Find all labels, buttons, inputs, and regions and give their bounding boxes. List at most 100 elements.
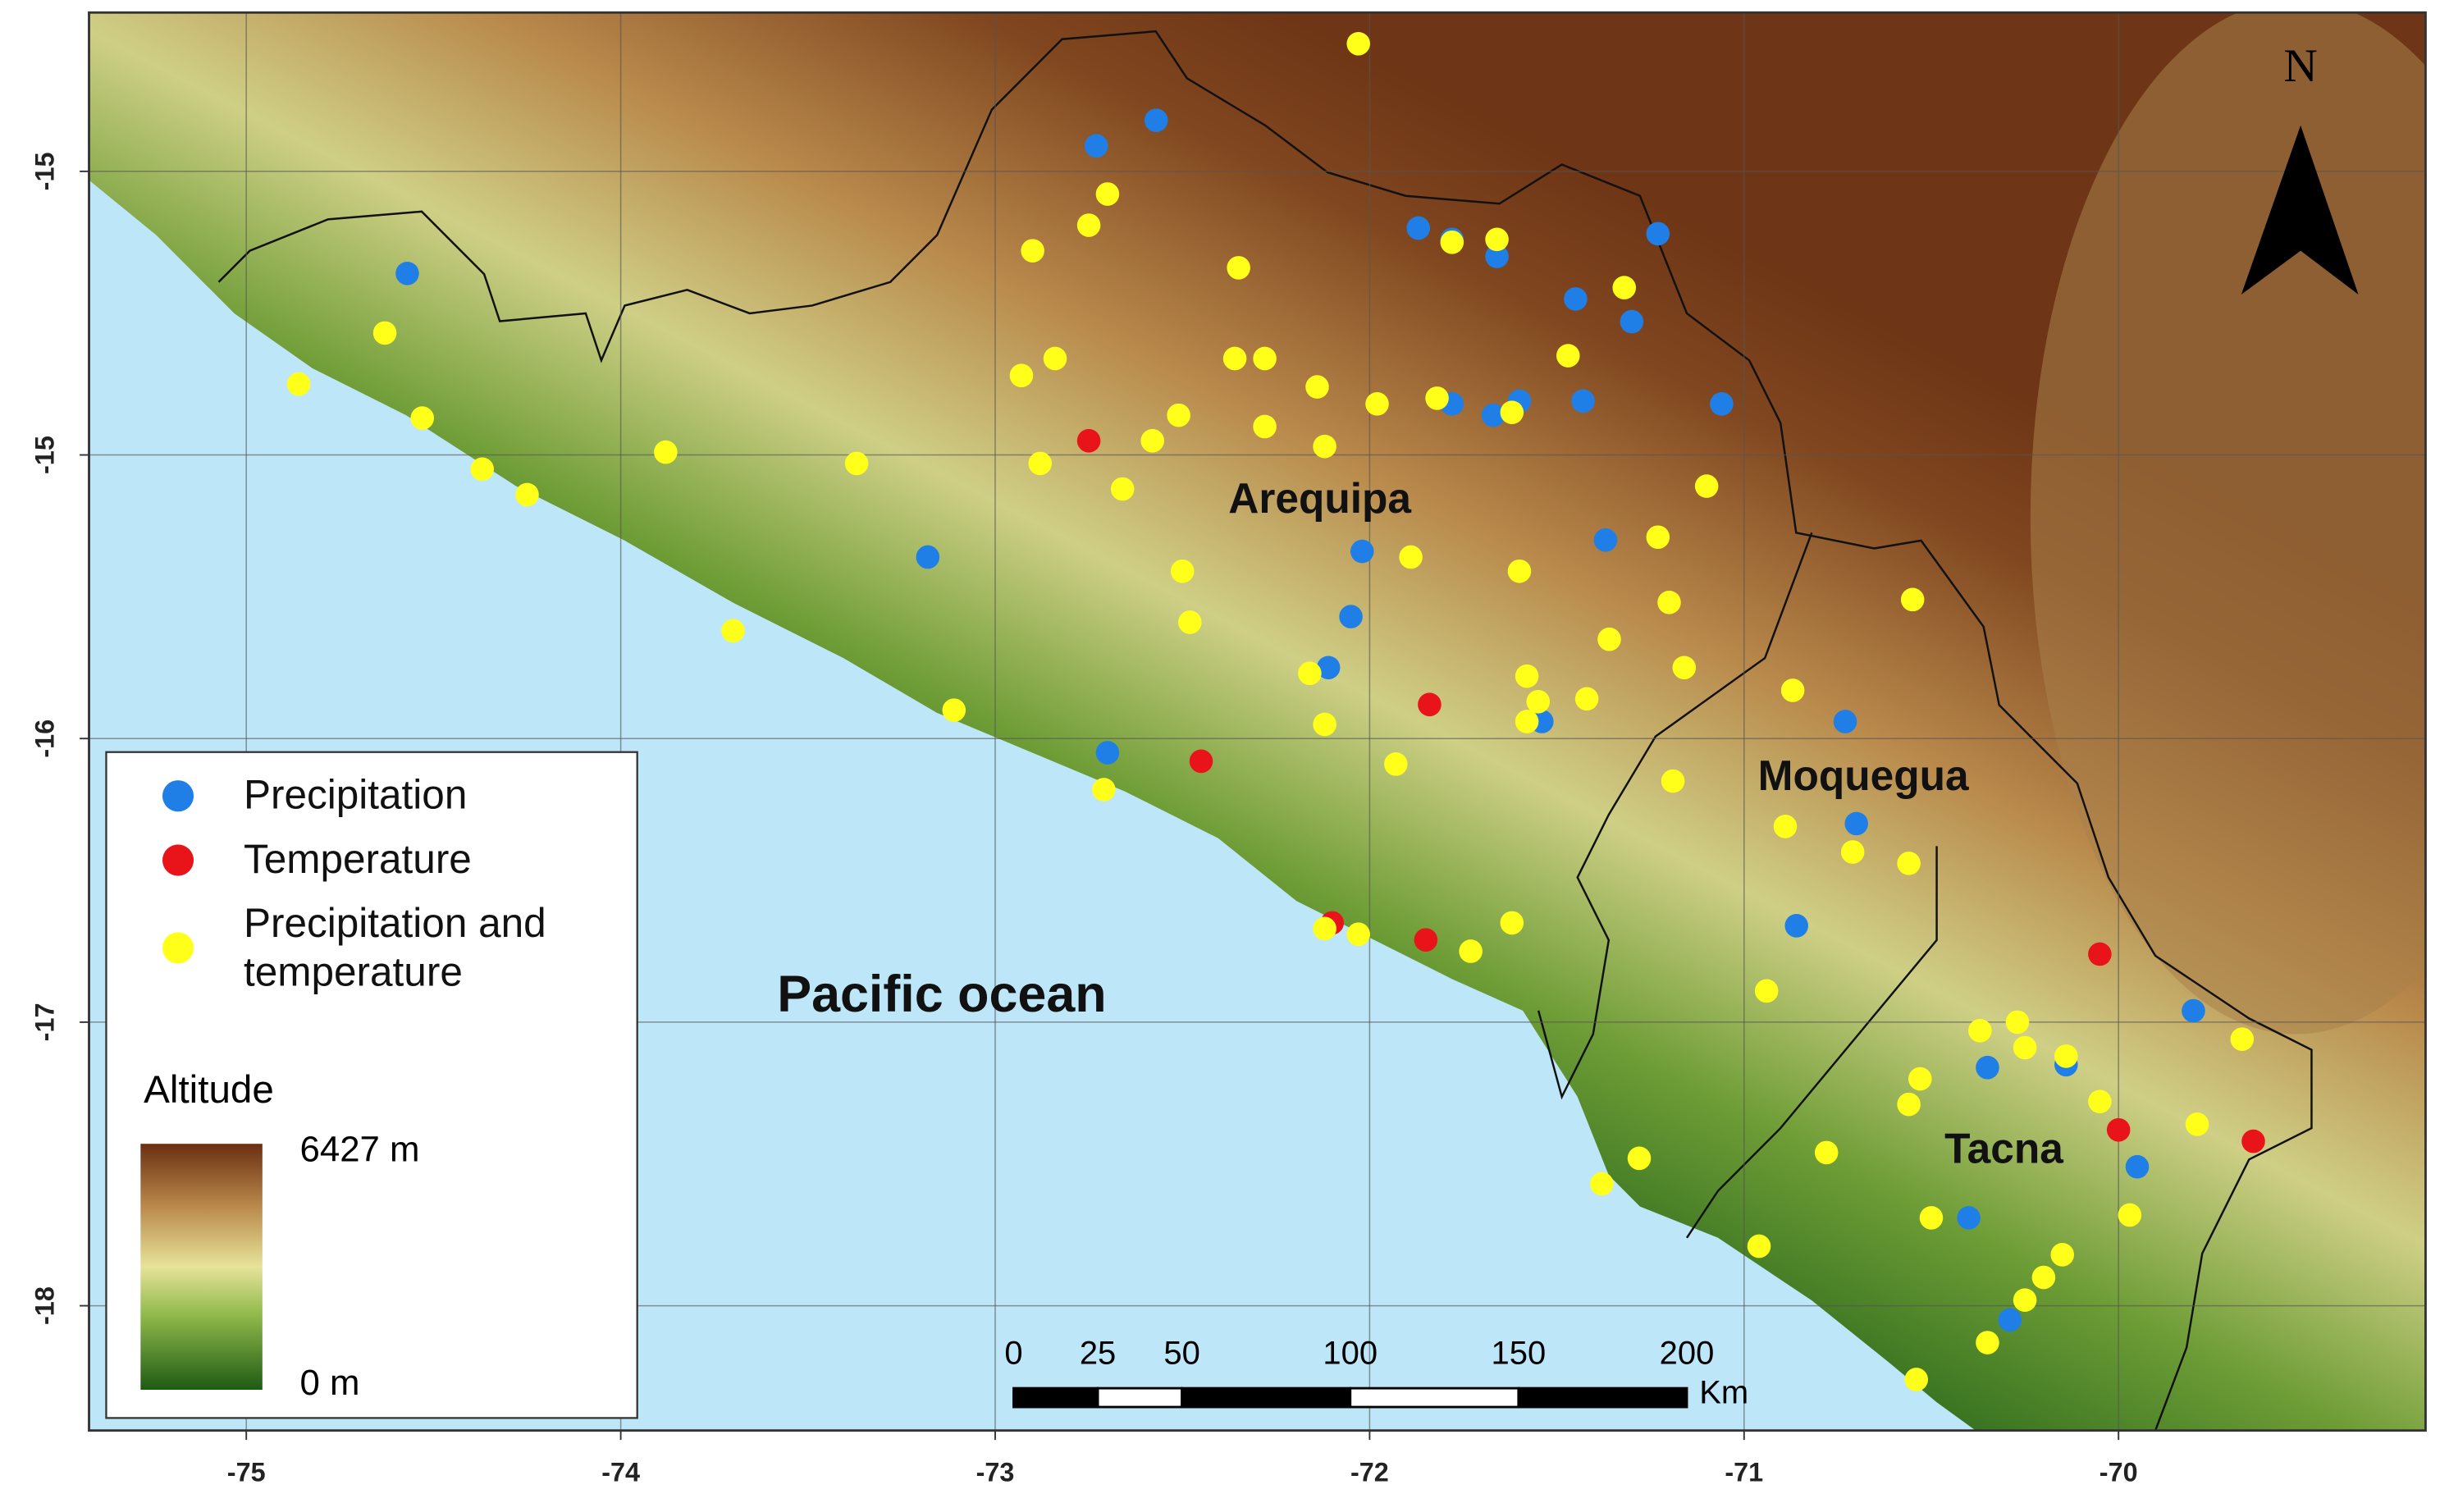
station — [1840, 840, 1865, 864]
station — [1833, 710, 1857, 733]
station — [1316, 656, 1341, 680]
station — [395, 261, 419, 285]
station — [2182, 998, 2205, 1023]
station — [1976, 1331, 1999, 1354]
region-label: Pacific ocean — [777, 966, 1106, 1023]
station — [1957, 1206, 1981, 1230]
station — [1844, 811, 1868, 836]
station — [1170, 559, 1195, 583]
station — [1339, 605, 1363, 628]
station — [1556, 344, 1580, 368]
station — [286, 372, 311, 396]
station — [1694, 474, 1719, 498]
station — [1500, 400, 1524, 425]
station — [1346, 922, 1370, 947]
station — [1144, 108, 1168, 132]
scale-unit: Km — [1699, 1374, 1748, 1410]
station — [1227, 256, 1250, 280]
x-tick-label: -74 — [601, 1458, 640, 1487]
y-tick-label: -17 — [30, 1003, 60, 1041]
legend-swatch — [162, 932, 194, 964]
legend-item: Precipitation and temperature — [109, 899, 634, 996]
north-arrow: N — [2241, 40, 2359, 295]
station — [2050, 1243, 2075, 1267]
station — [1485, 227, 1509, 252]
scale-label: 150 — [1492, 1336, 1547, 1372]
x-tick-label: -75 — [227, 1458, 266, 1487]
station — [1222, 346, 1247, 371]
scale-label: 100 — [1323, 1336, 1378, 1372]
grid: -75 -74 -73 -72 -71 -70 -15 -15 -16 -17 -18 — [30, 12, 2426, 1487]
station — [1998, 1308, 2022, 1332]
station — [1900, 587, 1925, 612]
stations — [286, 31, 2265, 1391]
legend-item: Precipitation — [109, 771, 634, 820]
station — [1021, 239, 1044, 263]
legend: Precipitation Temperature Precipitation an… — [109, 771, 634, 997]
station — [1672, 656, 1697, 680]
station — [1574, 687, 1599, 711]
station — [2241, 1129, 2265, 1153]
legend-swatch — [162, 843, 194, 875]
station — [1784, 914, 1808, 938]
legend-swatch — [162, 779, 194, 811]
station — [2054, 1044, 2078, 1068]
station — [1908, 1067, 1932, 1091]
station — [1773, 815, 1798, 838]
legend-label: Precipitation and temperature — [243, 899, 546, 995]
station — [1627, 1146, 1652, 1171]
station — [1313, 712, 1336, 737]
legend-label: Precipitation — [243, 770, 468, 818]
station — [1620, 309, 1644, 334]
border — [217, 30, 2313, 1431]
legend-label: Temperature — [243, 834, 472, 883]
station — [1780, 678, 1805, 702]
station — [1590, 1172, 1614, 1196]
station — [1253, 346, 1277, 371]
border — [1537, 532, 1813, 1100]
station — [1313, 916, 1336, 941]
y-tick-label: -18 — [30, 1286, 60, 1325]
station — [1710, 391, 1734, 416]
station — [1646, 525, 1670, 550]
station — [372, 321, 397, 345]
station — [1076, 213, 1101, 237]
scale-segment — [1012, 1386, 1099, 1409]
station — [1976, 1055, 1999, 1080]
scale-segment — [1517, 1386, 1688, 1409]
scale-segment — [1096, 1386, 1184, 1409]
station — [1189, 749, 1213, 774]
station — [1754, 979, 1779, 1003]
station — [1305, 375, 1329, 399]
station — [1313, 434, 1336, 459]
station — [2013, 1035, 2037, 1060]
region-label: Tacna — [1944, 1124, 2063, 1172]
scale-label: 50 — [1163, 1336, 1199, 1372]
y-tick-label: -15 — [30, 436, 60, 474]
scale-segment — [1181, 1386, 1352, 1409]
station — [2118, 1203, 2142, 1227]
station — [1346, 31, 1370, 56]
region-label: Moquegua — [1758, 751, 1969, 799]
station — [1076, 428, 1101, 453]
station — [654, 440, 678, 464]
legend-items: Precipitation Temperature Precipitation an… — [109, 771, 634, 997]
station — [1043, 346, 1067, 371]
station — [1564, 287, 1588, 311]
station — [410, 406, 434, 430]
station — [1526, 689, 1551, 714]
station — [1095, 741, 1120, 765]
station — [1515, 664, 1539, 688]
station — [1507, 559, 1532, 583]
station — [1167, 403, 1190, 427]
station — [1009, 363, 1034, 388]
station — [1968, 1018, 1992, 1043]
station — [1904, 1368, 1929, 1391]
scale-label: 0 — [1004, 1336, 1022, 1372]
station — [1350, 539, 1374, 564]
station — [1919, 1206, 1944, 1230]
station — [1747, 1234, 1771, 1258]
north-arrow-shape — [2241, 125, 2359, 295]
station — [1298, 661, 1322, 686]
